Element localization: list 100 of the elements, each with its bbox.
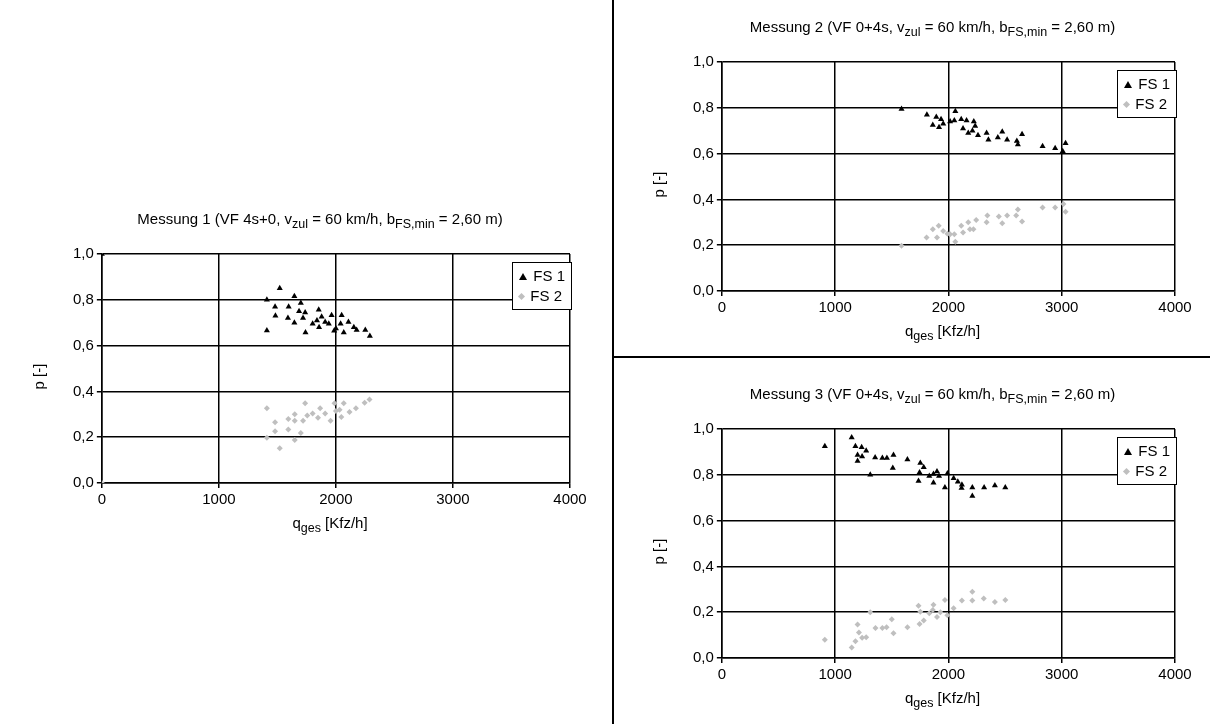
point xyxy=(313,316,320,323)
point xyxy=(272,312,279,318)
x-tick-label: 0 xyxy=(717,298,727,316)
point xyxy=(331,400,338,407)
point xyxy=(938,115,945,121)
point xyxy=(1004,212,1011,219)
point xyxy=(920,617,927,624)
point xyxy=(316,323,323,330)
y-axis-title: p [-] xyxy=(650,538,668,565)
point xyxy=(930,601,937,608)
y-tick-label: 0,8 xyxy=(692,97,714,115)
point xyxy=(933,234,940,241)
point xyxy=(297,430,304,437)
point xyxy=(302,308,309,315)
point xyxy=(291,411,298,418)
x-tick-label: 0 xyxy=(717,665,727,683)
point xyxy=(969,588,976,595)
point xyxy=(952,107,959,113)
point xyxy=(859,634,866,641)
point xyxy=(929,606,936,613)
point xyxy=(929,121,936,127)
point xyxy=(848,644,855,651)
point xyxy=(965,219,972,226)
point xyxy=(958,115,965,121)
point xyxy=(951,231,958,238)
point xyxy=(336,406,343,413)
point xyxy=(933,113,940,119)
point xyxy=(883,454,890,460)
point xyxy=(1013,212,1020,219)
point xyxy=(950,474,957,480)
point xyxy=(263,434,270,441)
point xyxy=(915,477,922,483)
y-tick-label: 0,2 xyxy=(72,427,94,445)
point xyxy=(872,453,879,460)
y-tick-label: 0,4 xyxy=(72,381,94,399)
point xyxy=(300,417,307,424)
point xyxy=(915,602,922,609)
point xyxy=(338,311,345,318)
point xyxy=(981,483,988,490)
point xyxy=(263,296,270,302)
point xyxy=(345,318,352,324)
point xyxy=(867,471,874,477)
point xyxy=(890,451,897,457)
point xyxy=(923,234,930,241)
point xyxy=(888,616,895,623)
point xyxy=(854,451,861,457)
point xyxy=(352,405,359,412)
y-tick-label: 1,0 xyxy=(72,244,94,262)
point xyxy=(858,443,865,450)
point xyxy=(315,414,322,421)
point xyxy=(852,442,859,448)
point xyxy=(966,226,973,233)
point xyxy=(1004,136,1011,142)
x-tick-label: 0 xyxy=(97,490,107,508)
point xyxy=(1060,200,1067,207)
point xyxy=(291,417,298,424)
point xyxy=(980,595,987,602)
point xyxy=(960,124,967,131)
point xyxy=(872,625,879,631)
legend-label: FS 1 xyxy=(1138,74,1170,94)
x-tick-label: 4000 xyxy=(553,490,587,508)
point xyxy=(276,445,283,452)
point xyxy=(1039,204,1046,211)
point xyxy=(855,629,862,636)
legend-label: FS 2 xyxy=(1135,461,1167,481)
point xyxy=(296,307,303,313)
point xyxy=(361,399,368,406)
point xyxy=(969,492,976,498)
point xyxy=(935,222,942,229)
point xyxy=(297,299,304,305)
point xyxy=(974,131,982,138)
y-tick-label: 0,4 xyxy=(692,556,714,574)
point xyxy=(1062,139,1069,146)
point xyxy=(272,428,279,435)
point xyxy=(917,608,924,615)
point xyxy=(304,412,311,419)
point xyxy=(309,320,316,326)
point xyxy=(1062,208,1069,215)
point xyxy=(879,625,886,631)
y-tick-label: 0,0 xyxy=(692,648,714,666)
x-axis-title: q$_{ges}$ [Kfz/h] xyxy=(291,514,369,535)
point xyxy=(327,417,334,424)
point xyxy=(276,284,283,291)
point xyxy=(995,213,1002,220)
point xyxy=(848,433,855,440)
point xyxy=(263,405,270,412)
point xyxy=(1052,204,1059,211)
point xyxy=(933,614,940,621)
legend-label: FS 1 xyxy=(1138,441,1170,461)
point xyxy=(1019,130,1026,136)
point xyxy=(972,122,979,128)
point xyxy=(883,624,890,631)
point xyxy=(965,129,972,135)
point xyxy=(944,612,951,619)
point xyxy=(859,452,866,459)
point xyxy=(291,436,298,443)
point xyxy=(291,292,298,299)
point xyxy=(863,447,870,453)
point xyxy=(346,409,353,416)
point xyxy=(1039,142,1046,149)
